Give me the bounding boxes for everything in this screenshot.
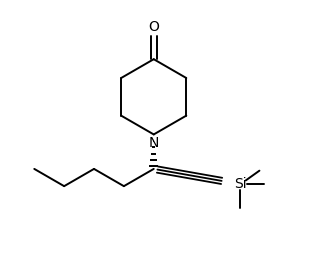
- Text: O: O: [148, 20, 159, 34]
- Text: Si: Si: [234, 177, 246, 191]
- Text: N: N: [148, 136, 159, 150]
